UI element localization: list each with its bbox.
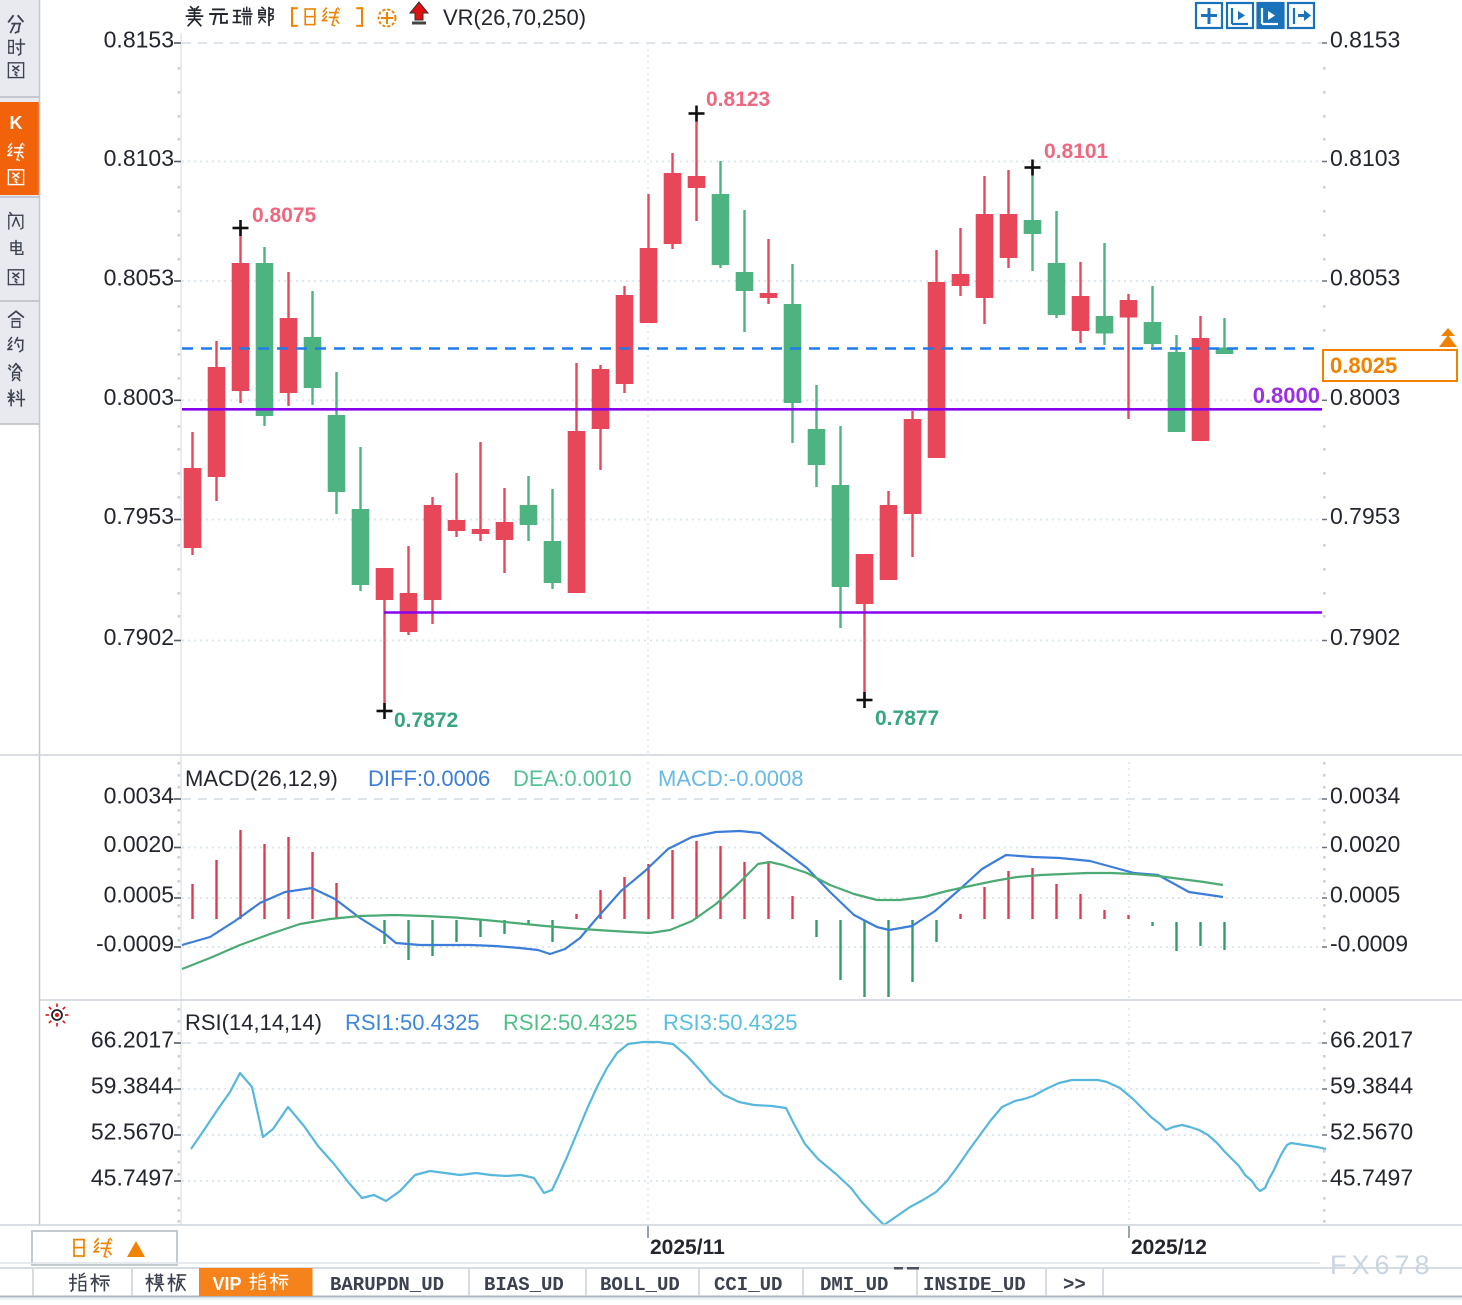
svg-text:0.0020: 0.0020 bbox=[1330, 831, 1400, 857]
svg-text:59.3844: 59.3844 bbox=[1330, 1073, 1413, 1099]
svg-text:INSIDE_UD: INSIDE_UD bbox=[923, 1274, 1026, 1296]
svg-text:0.7953: 0.7953 bbox=[104, 503, 174, 529]
svg-text:0.7877: 0.7877 bbox=[875, 707, 939, 730]
svg-text:CCI_UD: CCI_UD bbox=[714, 1274, 782, 1296]
svg-text:0.0005: 0.0005 bbox=[1330, 882, 1400, 908]
svg-text:2025/12: 2025/12 bbox=[1131, 1236, 1207, 1259]
svg-text:45.7497: 45.7497 bbox=[1330, 1165, 1413, 1191]
svg-text:66.2017: 66.2017 bbox=[1330, 1027, 1413, 1053]
svg-text:0.7902: 0.7902 bbox=[1330, 624, 1400, 650]
svg-text:0.7902: 0.7902 bbox=[104, 624, 174, 650]
svg-text:0.8000: 0.8000 bbox=[1253, 383, 1320, 408]
svg-text:-0.0009: -0.0009 bbox=[96, 931, 174, 957]
svg-text:BARUPDN_UD: BARUPDN_UD bbox=[330, 1274, 444, 1296]
svg-text:0.8025: 0.8025 bbox=[1330, 353, 1397, 378]
svg-text:52.5670: 52.5670 bbox=[1330, 1119, 1413, 1145]
svg-text:MACD(26,12,9): MACD(26,12,9) bbox=[185, 766, 338, 791]
svg-text:0.8101: 0.8101 bbox=[1044, 140, 1109, 163]
svg-text:MACD:-0.0008: MACD:-0.0008 bbox=[658, 766, 804, 791]
svg-text:VR(26,70,250): VR(26,70,250) bbox=[443, 5, 586, 30]
svg-text:0.8003: 0.8003 bbox=[1330, 384, 1400, 410]
svg-text:RSI(14,14,14): RSI(14,14,14) bbox=[185, 1010, 322, 1035]
svg-text:0.0020: 0.0020 bbox=[104, 831, 174, 857]
svg-text:0.8153: 0.8153 bbox=[104, 27, 174, 53]
svg-text:66.2017: 66.2017 bbox=[91, 1027, 174, 1053]
svg-text:52.5670: 52.5670 bbox=[91, 1119, 174, 1145]
svg-text:0.0005: 0.0005 bbox=[104, 882, 174, 908]
svg-text:59.3844: 59.3844 bbox=[91, 1073, 174, 1099]
svg-text:0.8103: 0.8103 bbox=[104, 145, 174, 171]
svg-text:0.8003: 0.8003 bbox=[104, 384, 174, 410]
svg-text:-0.0009: -0.0009 bbox=[1330, 931, 1408, 957]
svg-text:RSI3:50.4325: RSI3:50.4325 bbox=[663, 1010, 798, 1035]
svg-text:2025/11: 2025/11 bbox=[650, 1236, 725, 1259]
svg-text:DMI_UD: DMI_UD bbox=[820, 1274, 888, 1296]
svg-text:0.8053: 0.8053 bbox=[104, 265, 174, 291]
svg-text:0.8153: 0.8153 bbox=[1330, 27, 1400, 53]
svg-text:0.7953: 0.7953 bbox=[1330, 503, 1400, 529]
svg-text:0.8053: 0.8053 bbox=[1330, 265, 1400, 291]
svg-text:RSI1:50.4325: RSI1:50.4325 bbox=[345, 1010, 480, 1035]
svg-text:0.0034: 0.0034 bbox=[1330, 783, 1401, 809]
svg-text:BIAS_UD: BIAS_UD bbox=[484, 1274, 564, 1296]
svg-text:BOLL_UD: BOLL_UD bbox=[600, 1274, 680, 1296]
svg-text:VIP: VIP bbox=[212, 1274, 241, 1294]
svg-text:DIFF:0.0006: DIFF:0.0006 bbox=[368, 766, 490, 791]
svg-text:DEA:0.0010: DEA:0.0010 bbox=[513, 766, 632, 791]
svg-text:K: K bbox=[10, 113, 23, 133]
svg-text:0.8103: 0.8103 bbox=[1330, 145, 1400, 171]
svg-text:RSI2:50.4325: RSI2:50.4325 bbox=[503, 1010, 638, 1035]
svg-text:0.0034: 0.0034 bbox=[104, 783, 175, 809]
svg-text:0.8075: 0.8075 bbox=[252, 204, 317, 227]
svg-text:FX678: FX678 bbox=[1330, 1250, 1435, 1280]
svg-text:45.7497: 45.7497 bbox=[91, 1165, 174, 1191]
svg-text:0.7872: 0.7872 bbox=[394, 709, 458, 732]
svg-text:0.8123: 0.8123 bbox=[706, 88, 770, 111]
svg-text:>>: >> bbox=[1063, 1274, 1086, 1296]
